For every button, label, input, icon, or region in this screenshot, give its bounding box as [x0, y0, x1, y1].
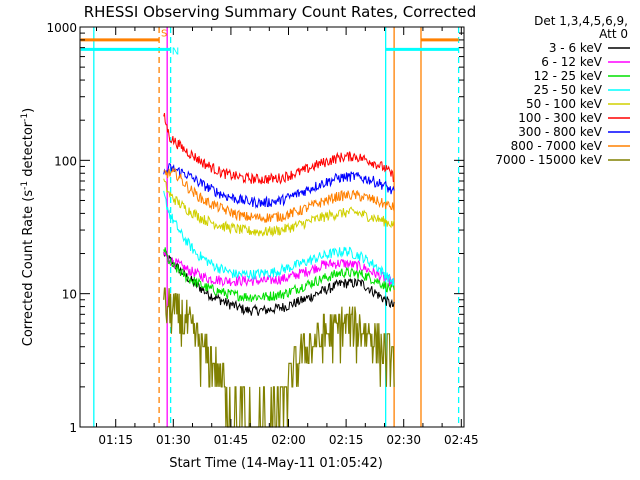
y-tick-label: 100: [54, 154, 77, 168]
series-2: [163, 247, 395, 303]
series-8: [163, 287, 395, 428]
legend-entry-label: 3 - 6 keV: [549, 41, 603, 55]
series-line: [163, 163, 395, 209]
flag-label: S: [161, 28, 167, 39]
x-tick-label: 02:30: [386, 433, 421, 447]
series-7: [163, 166, 395, 223]
chart-title: RHESSI Observing Summary Count Rates, Co…: [84, 3, 477, 21]
plot-area: SN: [80, 27, 460, 428]
y-axis-label: Corrected Count Rate (s-1 detector-1): [20, 108, 36, 346]
x-axis-label: Start Time (14-May-11 01:05:42): [169, 456, 383, 471]
series-3: [163, 190, 395, 287]
x-tick-label: 02:45: [444, 433, 479, 447]
x-tick-label: 01:45: [214, 433, 249, 447]
series-1: [163, 251, 395, 288]
series-line: [163, 190, 395, 287]
series-4: [163, 178, 395, 238]
series-5: [163, 112, 395, 185]
series-line: [163, 166, 395, 223]
x-tick-label: 01:15: [98, 433, 133, 447]
x-tick-label: 02:15: [329, 433, 364, 447]
series-6: [163, 163, 395, 209]
series-line: [163, 251, 395, 288]
legend-entry-label: 50 - 100 keV: [526, 97, 603, 111]
legend-header-line1: Det 1,3,4,5,6,9,: [534, 14, 628, 28]
legend-entry-label: 300 - 800 keV: [518, 125, 602, 139]
legend-entry-label: 6 - 12 keV: [541, 55, 603, 69]
series-line: [163, 287, 395, 428]
y-tick-label: 10: [62, 288, 77, 302]
y-tick-label: 1: [69, 421, 77, 435]
legend-entry-label: 800 - 7000 keV: [511, 139, 603, 153]
x-tick-label: 01:30: [156, 433, 191, 447]
flag-label: N: [172, 47, 179, 58]
legend-entry-label: 7000 - 15000 keV: [495, 153, 602, 167]
legend-header-line2: Att 0: [599, 27, 628, 41]
series-line: [163, 112, 395, 185]
legend-entry-label: 12 - 25 keV: [534, 69, 603, 83]
plot-frame: [79, 26, 465, 428]
series-line: [163, 178, 395, 238]
legend-entry-label: 100 - 300 keV: [518, 111, 602, 125]
axis-ticks: 01:15 01:30 01:45 02:00 02:15 02:30 02:45 1 10 10…: [46, 21, 478, 447]
y-tick-label: 1000: [46, 21, 77, 35]
legend-entry-label: 25 - 50 keV: [534, 83, 603, 97]
series-line: [163, 247, 395, 303]
x-tick-label: 02:00: [271, 433, 306, 447]
